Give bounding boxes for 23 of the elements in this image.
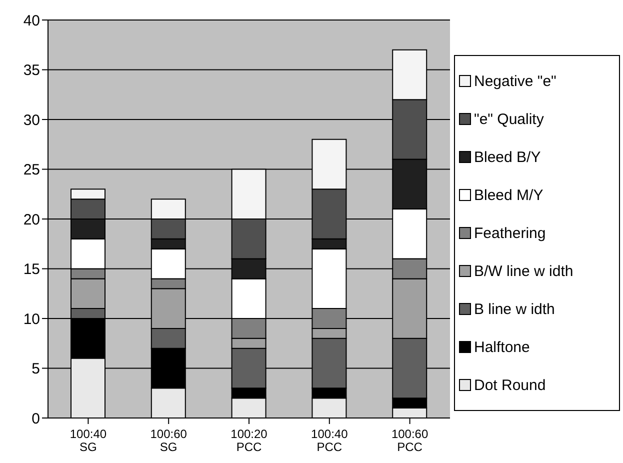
- legend-label: Bleed M/Y: [474, 186, 544, 204]
- y-tick-label: 5: [32, 360, 40, 378]
- legend-label: Bleed B/Y: [474, 148, 541, 166]
- x-tick-label: 100:40 SG: [70, 427, 107, 454]
- y-tick-label: 0: [32, 410, 40, 428]
- x-tick-label: 100:60 SG: [150, 427, 188, 454]
- legend-label: B/W line w idth: [474, 262, 574, 280]
- y-tick-label: 30: [23, 112, 40, 129]
- y-tick-label: 20: [23, 211, 40, 228]
- y-tick-label: 35: [23, 62, 40, 80]
- legend-label: B line w idth: [474, 300, 555, 318]
- x-tick-label: 100:40 PCC: [311, 427, 348, 454]
- y-tick-label: 25: [23, 162, 40, 179]
- legend-label: Negative "e": [474, 72, 556, 90]
- x-tick-label: 100:20 PCC: [230, 427, 268, 454]
- y-tick-label: 40: [23, 12, 40, 30]
- legend-label: Feathering: [474, 224, 546, 242]
- y-tick-label: 10: [23, 310, 40, 328]
- legend-label: Dot Round: [474, 376, 546, 394]
- legend-label: "e" Quality: [474, 110, 544, 128]
- x-tick-label: 100:60 PCC: [391, 427, 428, 454]
- legend-label: Halftone: [474, 338, 530, 356]
- y-tick-label: 15: [23, 261, 40, 278]
